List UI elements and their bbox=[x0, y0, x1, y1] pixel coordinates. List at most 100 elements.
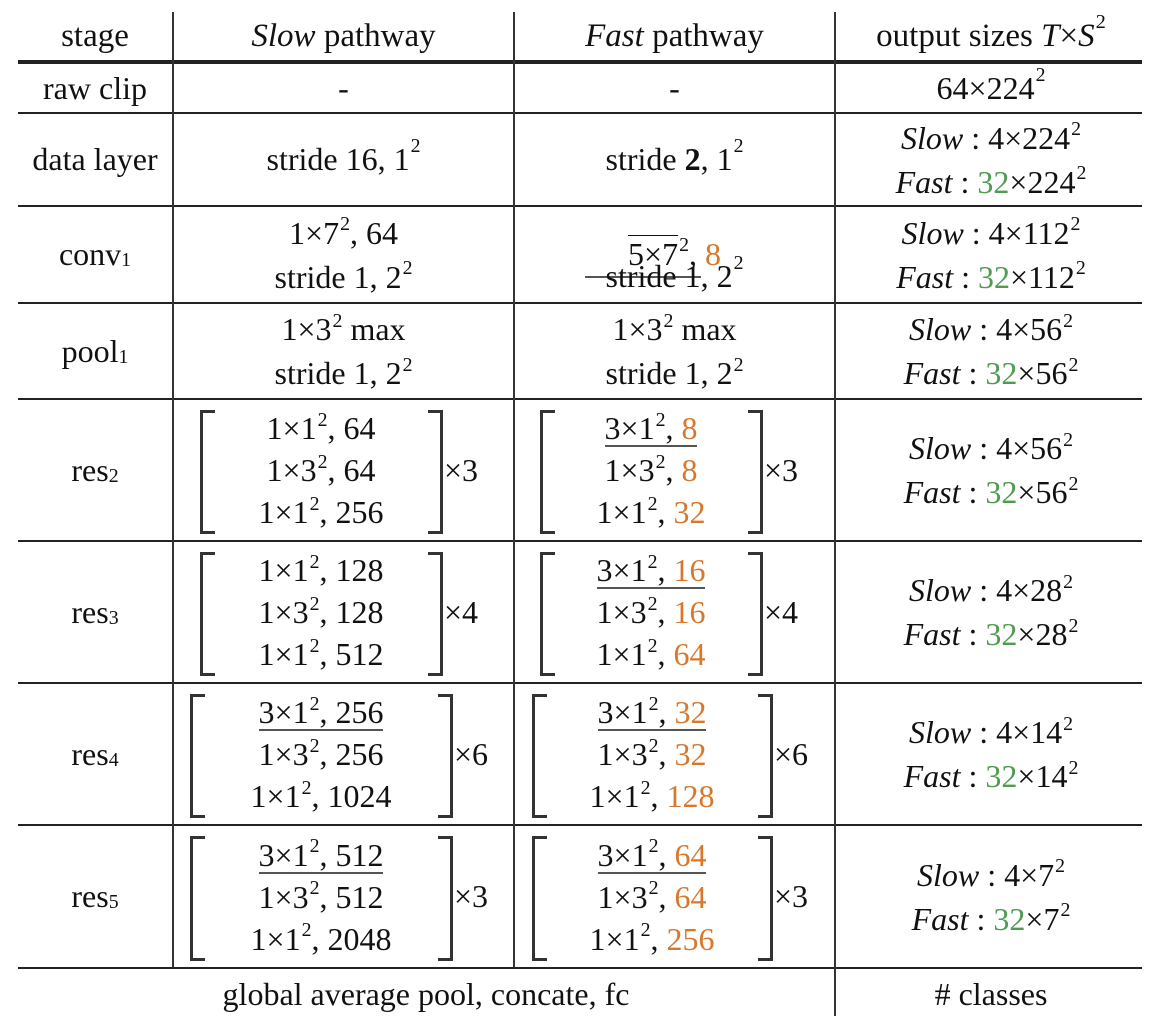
conv1-slow-stride-exp: 2 bbox=[402, 257, 413, 280]
fast-block-matrix: 3×12, 8 1×32, 8 1×12, 32 bbox=[554, 400, 748, 540]
row-rule bbox=[18, 398, 1142, 400]
fast-bracket-right bbox=[758, 694, 773, 818]
slow-kernel: 1×3 bbox=[258, 594, 309, 630]
fast-matrix-line: 3×12, 16 bbox=[596, 549, 706, 591]
output-slow-line: Slow : 4×1122 bbox=[902, 211, 1081, 255]
header-rule bbox=[18, 60, 1142, 64]
fast-bracket-right bbox=[758, 836, 773, 961]
fast-kernel-exp: 2 bbox=[647, 550, 658, 573]
slow-kernel-exp: 2 bbox=[309, 835, 320, 858]
fast-channels: 32 bbox=[674, 694, 707, 730]
data-layer-fast-text: stride bbox=[605, 141, 685, 177]
res5-stage-text: res bbox=[71, 878, 109, 914]
slow-kernel: 1×3 bbox=[258, 878, 309, 915]
output-fast-green: 32 bbox=[985, 616, 1018, 652]
output-slow-label: Slow bbox=[908, 311, 972, 347]
fast-matrix-line: 1×32, 32 bbox=[598, 733, 707, 775]
output-slow-line: Slow : 4×562 bbox=[909, 307, 1073, 351]
pool1-slow-line1: 1×32 max bbox=[281, 307, 405, 351]
output-slow-line: Slow : 4×72 bbox=[917, 853, 1065, 897]
output-slow-label: Slow bbox=[908, 714, 972, 750]
output-fast-line: Fast : 32×72 bbox=[912, 897, 1071, 941]
res3-output: Slow : 4×282 Fast : 32×282 bbox=[836, 542, 1146, 682]
fast-kernel: 1×1 bbox=[589, 778, 640, 814]
conv1-slow-kernel-exp: 2 bbox=[340, 213, 350, 236]
slow-repeat-text: ×4 bbox=[444, 593, 479, 630]
slow-bracket-left bbox=[200, 552, 215, 676]
output-slow-label: Slow bbox=[916, 856, 980, 893]
slow-block-matrix: 1×12, 128 1×32, 128 1×12, 512 bbox=[214, 542, 428, 682]
res4-stage-text: res bbox=[71, 735, 109, 772]
slow-repeat-text: ×6 bbox=[454, 735, 489, 772]
fast-kernel-exp: 2 bbox=[648, 877, 659, 900]
conv1-fast-channels: 8 bbox=[704, 235, 721, 272]
fast-sep: , bbox=[657, 636, 674, 672]
conv1-fast-sep: , bbox=[688, 235, 705, 272]
output-slow-exp: 2 bbox=[1055, 855, 1066, 878]
output-fast-value: ×56 bbox=[1017, 355, 1068, 391]
data-layer-stage: data layer bbox=[18, 114, 172, 205]
output-fast-green: 32 bbox=[977, 163, 1010, 200]
output-fast-exp: 2 bbox=[1068, 472, 1079, 495]
fast-bracket-left bbox=[532, 694, 547, 818]
row-rule bbox=[18, 967, 1142, 969]
slow-repeat-text: ×3 bbox=[454, 878, 489, 914]
slow-kernel: 1×3 bbox=[266, 452, 317, 488]
fast-bracket-left bbox=[540, 552, 555, 676]
fast-block-matrix: 3×12, 32 1×32, 32 1×1 2, 128 bbox=[546, 684, 758, 824]
res3-stage-text: res bbox=[71, 593, 109, 630]
conv1-fast-stride-text: stride 1, 2 bbox=[605, 257, 733, 294]
slow-sep: , 2048 bbox=[311, 920, 392, 957]
slow-bracket-left bbox=[190, 836, 205, 961]
slow-kernel: 1×1 bbox=[250, 778, 301, 814]
slow-matrix-line: 1×12, 512 bbox=[259, 633, 384, 675]
fast-matrix-line: 1×32, 8 bbox=[605, 449, 698, 491]
header-fast: Fast pathway bbox=[515, 12, 834, 60]
slow-kernel-exp: 2 bbox=[301, 776, 312, 799]
fast-matrix-line: 1×32, 16 bbox=[597, 591, 706, 633]
output-fast-value: ×14 bbox=[1017, 758, 1068, 794]
output-fast-value: ×112 bbox=[1010, 258, 1075, 295]
fast-sep: , bbox=[657, 494, 674, 530]
slow-kernel: 3×1 bbox=[258, 836, 309, 873]
pool1-slow-kernel: 1×3 bbox=[281, 311, 332, 347]
output-fast-value: ×7 bbox=[1025, 900, 1060, 937]
fast-sep: , bbox=[650, 778, 667, 814]
slow-kernel-exp: 2 bbox=[309, 634, 320, 657]
header-output-x: × bbox=[1059, 17, 1079, 54]
fast-matrix-line: 1×12, 32 bbox=[597, 491, 706, 533]
data-layer-stage-text: data layer bbox=[32, 141, 158, 177]
fast-channels: 8 bbox=[681, 452, 698, 488]
slow-sep: , 512 bbox=[319, 836, 384, 873]
fast-repeat-text: ×3 bbox=[774, 878, 809, 914]
fast-bracket-left bbox=[540, 410, 555, 534]
row-rule bbox=[18, 302, 1142, 304]
raw-clip-output: 64×224 2 bbox=[936, 63, 1046, 106]
slow-kernel: 1×1 bbox=[266, 410, 317, 446]
output-fast-label: Fast bbox=[896, 258, 954, 295]
fast-repeat-text: ×4 bbox=[764, 593, 799, 630]
header-output-T: T bbox=[1041, 17, 1060, 54]
slow-kernel-exp: 2 bbox=[309, 734, 320, 757]
output-fast-exp: 2 bbox=[1076, 162, 1087, 185]
res2-stage: res 2 bbox=[71, 451, 119, 488]
slow-matrix-line: 3×12, 512 bbox=[258, 834, 384, 876]
output-fast-exp: 2 bbox=[1068, 756, 1079, 779]
output-fast-line: Fast : 32×2242 bbox=[896, 160, 1087, 204]
conv1-output: Slow : 4×1122 Fast : 32×1122 bbox=[836, 207, 1146, 302]
fast-matrix-line: 3×12, 32 bbox=[597, 691, 707, 733]
pool1-fast-kernel: 1×3 bbox=[612, 311, 663, 347]
fast-kernel-exp: 2 bbox=[648, 734, 659, 757]
output-fast-value: ×224 bbox=[1009, 163, 1076, 200]
output-fast-line: Fast : 32×562 bbox=[904, 351, 1079, 395]
data-layer-slow-text: stride 16, 1 bbox=[266, 141, 410, 177]
col-rule bbox=[834, 12, 836, 1016]
conv1-slow-stride: stride 1, 2 bbox=[274, 258, 402, 295]
slow-matrix-line: 1×12, 1024 bbox=[251, 775, 392, 817]
output-fast-label: Fast bbox=[903, 355, 961, 391]
fast-channels: 128 bbox=[666, 778, 715, 814]
output-fast-label: Fast bbox=[903, 616, 961, 652]
fast-kernel-overlined: 3×12, 16 bbox=[596, 550, 706, 589]
slow-matrix-line: 1×12, 128 bbox=[259, 549, 384, 591]
header-slow-rest: pathway bbox=[315, 17, 436, 54]
